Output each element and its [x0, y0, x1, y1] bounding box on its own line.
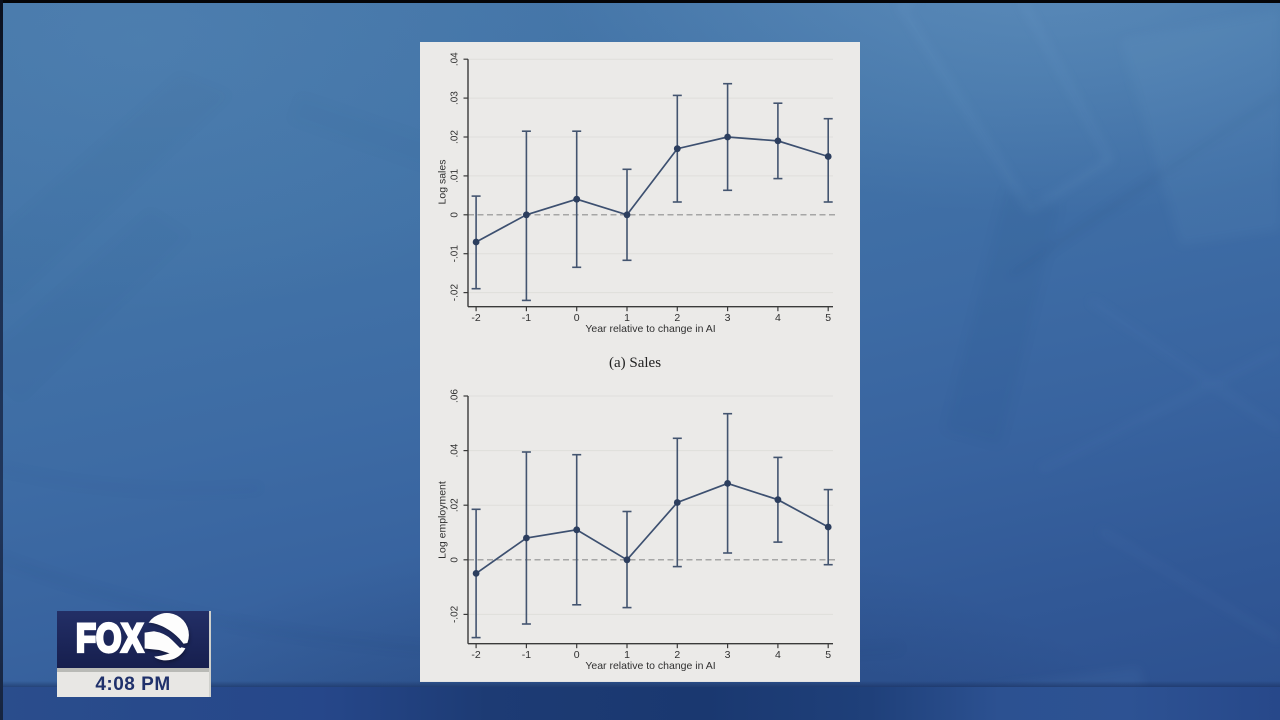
svg-text:-1: -1	[522, 649, 531, 661]
svg-text:2: 2	[674, 649, 680, 661]
svg-text:-2: -2	[471, 312, 480, 324]
svg-text:Log sales: Log sales	[436, 160, 448, 205]
svg-text:-.02: -.02	[450, 605, 461, 623]
svg-text:0: 0	[574, 312, 580, 324]
svg-text:Year relative to change in AI: Year relative to change in AI	[585, 323, 715, 335]
svg-text:0: 0	[450, 557, 461, 563]
svg-text:4: 4	[775, 312, 781, 324]
svg-text:2: 2	[674, 312, 680, 324]
svg-text:0: 0	[574, 649, 580, 661]
svg-text:3: 3	[725, 649, 731, 661]
svg-text:Log employment: Log employment	[436, 481, 448, 559]
svg-text:.02: .02	[450, 498, 461, 512]
svg-text:1: 1	[624, 649, 630, 661]
svg-text:.01: .01	[450, 169, 461, 183]
svg-text:.04: .04	[450, 443, 461, 457]
svg-text:.03: .03	[450, 91, 461, 105]
svg-text:.02: .02	[450, 130, 461, 144]
svg-text:-.02: -.02	[450, 284, 461, 302]
svg-text:4: 4	[775, 649, 781, 661]
svg-text:1: 1	[624, 312, 630, 324]
svg-text:Year relative to change in AI: Year relative to change in AI	[585, 660, 715, 672]
svg-text:.06: .06	[450, 389, 461, 403]
svg-text:-1: -1	[522, 312, 531, 324]
svg-text:5: 5	[825, 312, 831, 324]
svg-text:-2: -2	[471, 649, 480, 661]
svg-text:.04: .04	[450, 52, 461, 66]
svg-text:5: 5	[825, 649, 831, 661]
svg-text:(a) Sales: (a) Sales	[609, 355, 661, 371]
svg-text:3: 3	[725, 312, 731, 324]
svg-text:-.01: -.01	[450, 245, 461, 263]
svg-text:0: 0	[450, 212, 461, 218]
